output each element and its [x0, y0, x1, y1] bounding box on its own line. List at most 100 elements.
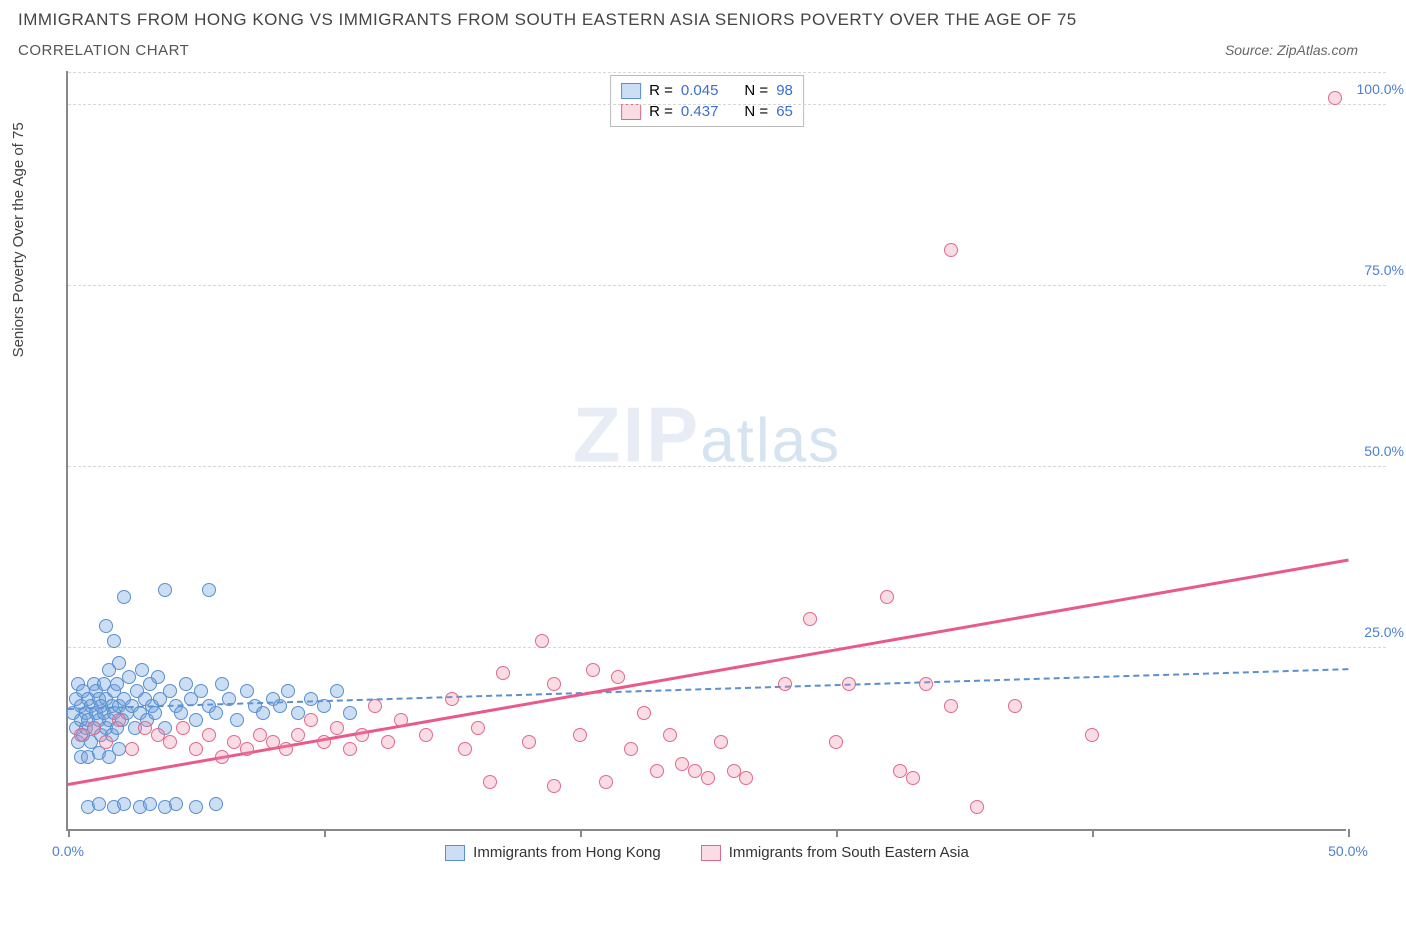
- swatch-icon: [701, 845, 721, 861]
- data-point-sea: [176, 721, 190, 735]
- data-point-sea: [240, 742, 254, 756]
- data-point-sea: [189, 742, 203, 756]
- data-point-hk: [110, 677, 124, 691]
- data-point-sea: [1328, 91, 1342, 105]
- data-point-sea: [138, 721, 152, 735]
- data-point-sea: [714, 735, 728, 749]
- data-point-sea: [151, 728, 165, 742]
- data-point-sea: [483, 775, 497, 789]
- x-tick-label: 0.0%: [52, 843, 84, 859]
- y-tick-label: 100.0%: [1357, 81, 1404, 97]
- data-point-hk: [174, 706, 188, 720]
- data-point-sea: [458, 742, 472, 756]
- data-point-hk: [240, 684, 254, 698]
- data-point-sea: [727, 764, 741, 778]
- data-point-hk: [291, 706, 305, 720]
- gridline: [68, 466, 1386, 467]
- data-point-sea: [1008, 699, 1022, 713]
- data-point-sea: [778, 677, 792, 691]
- data-point-hk: [117, 797, 131, 811]
- data-point-hk: [230, 713, 244, 727]
- data-point-sea: [611, 670, 625, 684]
- data-point-sea: [202, 728, 216, 742]
- data-point-sea: [266, 735, 280, 749]
- data-point-hk: [107, 634, 121, 648]
- data-point-sea: [74, 728, 88, 742]
- data-point-sea: [355, 728, 369, 742]
- data-point-sea: [419, 728, 433, 742]
- data-point-sea: [535, 634, 549, 648]
- data-point-hk: [317, 699, 331, 713]
- y-axis-title: Seniors Poverty Over the Age of 75: [10, 122, 27, 357]
- source-label: Source: ZipAtlas.com: [1225, 42, 1388, 58]
- data-point-sea: [279, 742, 293, 756]
- data-point-sea: [701, 771, 715, 785]
- data-point-sea: [227, 735, 241, 749]
- data-point-hk: [92, 797, 106, 811]
- data-point-sea: [1085, 728, 1099, 742]
- data-point-sea: [381, 735, 395, 749]
- data-point-hk: [194, 684, 208, 698]
- stats-legend-box: R =0.045N =98R =0.437N =65: [610, 75, 804, 127]
- data-point-hk: [122, 670, 136, 684]
- data-point-hk: [158, 583, 172, 597]
- data-point-hk: [256, 706, 270, 720]
- data-point-sea: [330, 721, 344, 735]
- data-point-sea: [394, 713, 408, 727]
- x-tick: [1348, 829, 1350, 837]
- data-point-sea: [675, 757, 689, 771]
- data-point-sea: [253, 728, 267, 742]
- data-point-sea: [739, 771, 753, 785]
- x-tick: [836, 829, 838, 837]
- data-point-sea: [970, 800, 984, 814]
- stat-r-label: R =: [649, 82, 673, 99]
- data-point-hk: [148, 706, 162, 720]
- data-point-sea: [944, 243, 958, 257]
- chart-container: Seniors Poverty Over the Age of 75 ZIPat…: [18, 65, 1388, 885]
- swatch-icon: [621, 104, 641, 120]
- data-point-sea: [471, 721, 485, 735]
- stat-n-value: 98: [776, 82, 793, 99]
- stat-n-value: 65: [776, 103, 793, 120]
- data-point-hk: [304, 692, 318, 706]
- data-point-hk: [222, 692, 236, 706]
- x-tick-label: 50.0%: [1328, 843, 1368, 859]
- data-point-hk: [209, 797, 223, 811]
- series-legend: Immigrants from Hong KongImmigrants from…: [68, 844, 1346, 861]
- data-point-hk: [189, 713, 203, 727]
- data-point-sea: [919, 677, 933, 691]
- data-point-hk: [281, 684, 295, 698]
- data-point-hk: [343, 706, 357, 720]
- chart-subtitle: CORRELATION CHART: [18, 42, 189, 59]
- subtitle-row: CORRELATION CHART Source: ZipAtlas.com: [18, 42, 1388, 59]
- data-point-sea: [573, 728, 587, 742]
- data-point-sea: [803, 612, 817, 626]
- data-point-sea: [522, 735, 536, 749]
- data-point-sea: [445, 692, 459, 706]
- gridline: [68, 104, 1386, 105]
- data-point-sea: [317, 735, 331, 749]
- data-point-sea: [586, 663, 600, 677]
- data-point-hk: [117, 590, 131, 604]
- data-point-sea: [944, 699, 958, 713]
- data-point-hk: [169, 797, 183, 811]
- stat-n-label: N =: [744, 82, 768, 99]
- data-point-hk: [163, 684, 177, 698]
- data-point-sea: [880, 590, 894, 604]
- y-tick-label: 25.0%: [1364, 624, 1404, 640]
- data-point-sea: [368, 699, 382, 713]
- data-point-sea: [496, 666, 510, 680]
- data-point-sea: [304, 713, 318, 727]
- data-point-hk: [151, 670, 165, 684]
- data-point-sea: [112, 713, 126, 727]
- data-point-hk: [209, 706, 223, 720]
- data-point-sea: [829, 735, 843, 749]
- data-point-sea: [291, 728, 305, 742]
- gridline: [68, 647, 1386, 648]
- data-point-sea: [99, 735, 113, 749]
- data-point-hk: [143, 797, 157, 811]
- swatch-icon: [445, 845, 465, 861]
- data-point-hk: [215, 677, 229, 691]
- data-point-sea: [906, 771, 920, 785]
- data-point-sea: [599, 775, 613, 789]
